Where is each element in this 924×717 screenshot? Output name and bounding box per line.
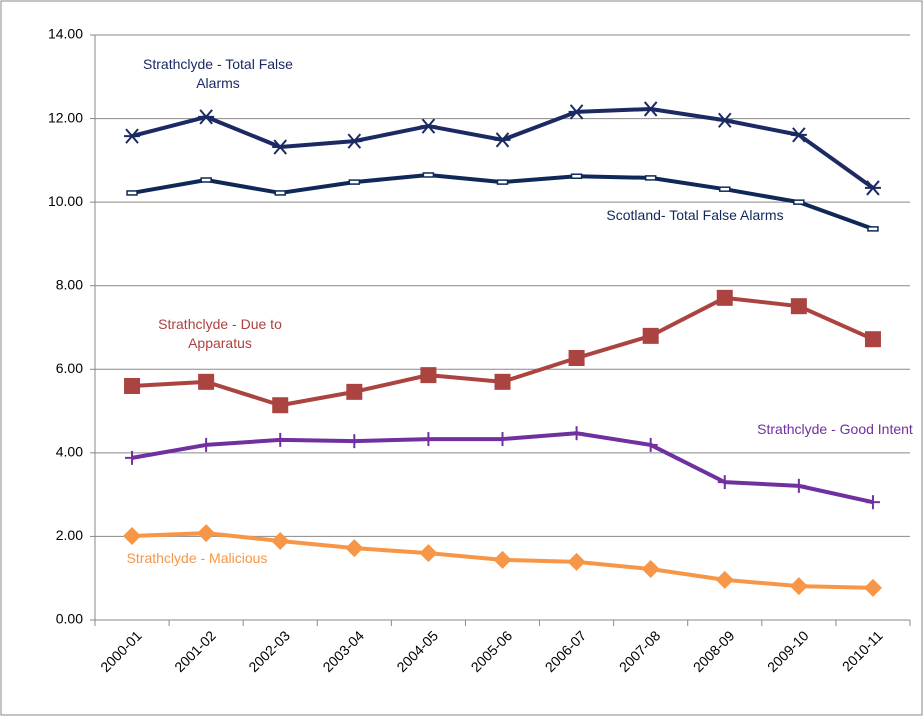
marker: [493, 550, 512, 569]
marker-stroke: [643, 101, 658, 117]
marker: [198, 373, 215, 390]
y-tick-label: 0.00: [56, 611, 83, 627]
marker: [421, 432, 436, 447]
series-label: Strathclyde - Good Intent: [757, 421, 913, 437]
marker: [641, 560, 660, 579]
marker: [495, 432, 510, 447]
marker-stroke: [718, 112, 732, 128]
marker: [716, 112, 733, 128]
marker: [348, 179, 361, 185]
marker: [568, 104, 585, 120]
marker: [199, 437, 214, 452]
marker: [347, 434, 362, 449]
x-tick-label: 2003-04: [319, 627, 367, 675]
marker: [864, 180, 881, 196]
marker: [125, 450, 140, 465]
x-tick-label: 2000-01: [97, 627, 145, 675]
marker-stroke: [792, 127, 806, 143]
marker: [419, 544, 438, 563]
marker: [126, 190, 138, 196]
y-tick-label: 14.00: [48, 26, 83, 42]
marker: [789, 577, 808, 596]
series-label: Strathclyde - Total False Alarms: [143, 56, 293, 91]
marker: [271, 532, 290, 551]
marker: [345, 539, 364, 558]
marker: [200, 177, 212, 183]
marker: [864, 331, 881, 348]
x-tick-label: 2002-03: [245, 627, 293, 675]
y-tick-label: 4.00: [56, 444, 83, 460]
y-tick-label: 12.00: [48, 109, 83, 125]
series-label: Scotland- Total False Alarms: [606, 207, 784, 223]
marker: [123, 527, 142, 546]
marker: [420, 367, 437, 384]
marker: [642, 101, 659, 117]
marker: [791, 478, 806, 493]
series-label: Strathclyde - Due to Apparatus: [158, 316, 282, 351]
marker: [863, 578, 882, 597]
marker: [273, 432, 288, 447]
marker: [570, 173, 583, 179]
marker: [420, 118, 437, 134]
marker-stroke: [199, 109, 213, 125]
marker: [567, 552, 586, 571]
marker: [569, 426, 584, 441]
marker: [716, 289, 733, 306]
marker-stroke: [495, 132, 510, 148]
marker: [422, 172, 435, 178]
y-tick-label: 2.00: [56, 527, 83, 543]
marker: [643, 437, 658, 452]
marker: [274, 190, 286, 196]
marker: [568, 350, 585, 367]
x-tick-label: 2007-08: [616, 627, 664, 675]
marker-stroke: [866, 180, 880, 196]
marker: [790, 298, 807, 315]
marker: [124, 128, 141, 144]
marker: [494, 132, 511, 148]
marker-stroke: [347, 133, 362, 149]
marker: [715, 570, 734, 589]
marker: [494, 373, 511, 390]
marker: [346, 383, 363, 400]
x-tick-label: 2005-06: [468, 627, 516, 675]
y-tick-label: 10.00: [48, 193, 83, 209]
marker: [197, 524, 216, 543]
marker: [644, 175, 657, 181]
marker: [717, 475, 732, 490]
marker: [198, 109, 215, 125]
marker-stroke: [125, 128, 139, 144]
marker: [496, 179, 509, 185]
marker-stroke: [273, 139, 287, 155]
marker: [719, 186, 731, 192]
x-tick-label: 2004-05: [393, 627, 441, 675]
marker: [124, 378, 141, 394]
marker: [793, 199, 805, 205]
x-tick-label: 2009-10: [764, 627, 812, 675]
series-line: [131, 106, 875, 190]
marker: [272, 139, 289, 155]
series-label: Strathclyde - Malicious: [126, 550, 268, 566]
marker: [272, 397, 289, 414]
x-tick-label: 2006-07: [542, 627, 590, 675]
marker: [642, 327, 659, 344]
y-tick-label: 8.00: [56, 276, 83, 292]
marker-stroke: [569, 104, 584, 120]
x-tick-label: 2008-09: [690, 627, 738, 675]
y-tick-label: 6.00: [56, 360, 83, 376]
marker: [790, 127, 807, 143]
x-tick-label: 2010-11: [839, 627, 886, 674]
marker: [346, 133, 363, 149]
marker-stroke: [421, 118, 436, 134]
marker: [867, 226, 879, 232]
x-tick-label: 2001-02: [171, 627, 219, 675]
marker: [865, 495, 880, 510]
